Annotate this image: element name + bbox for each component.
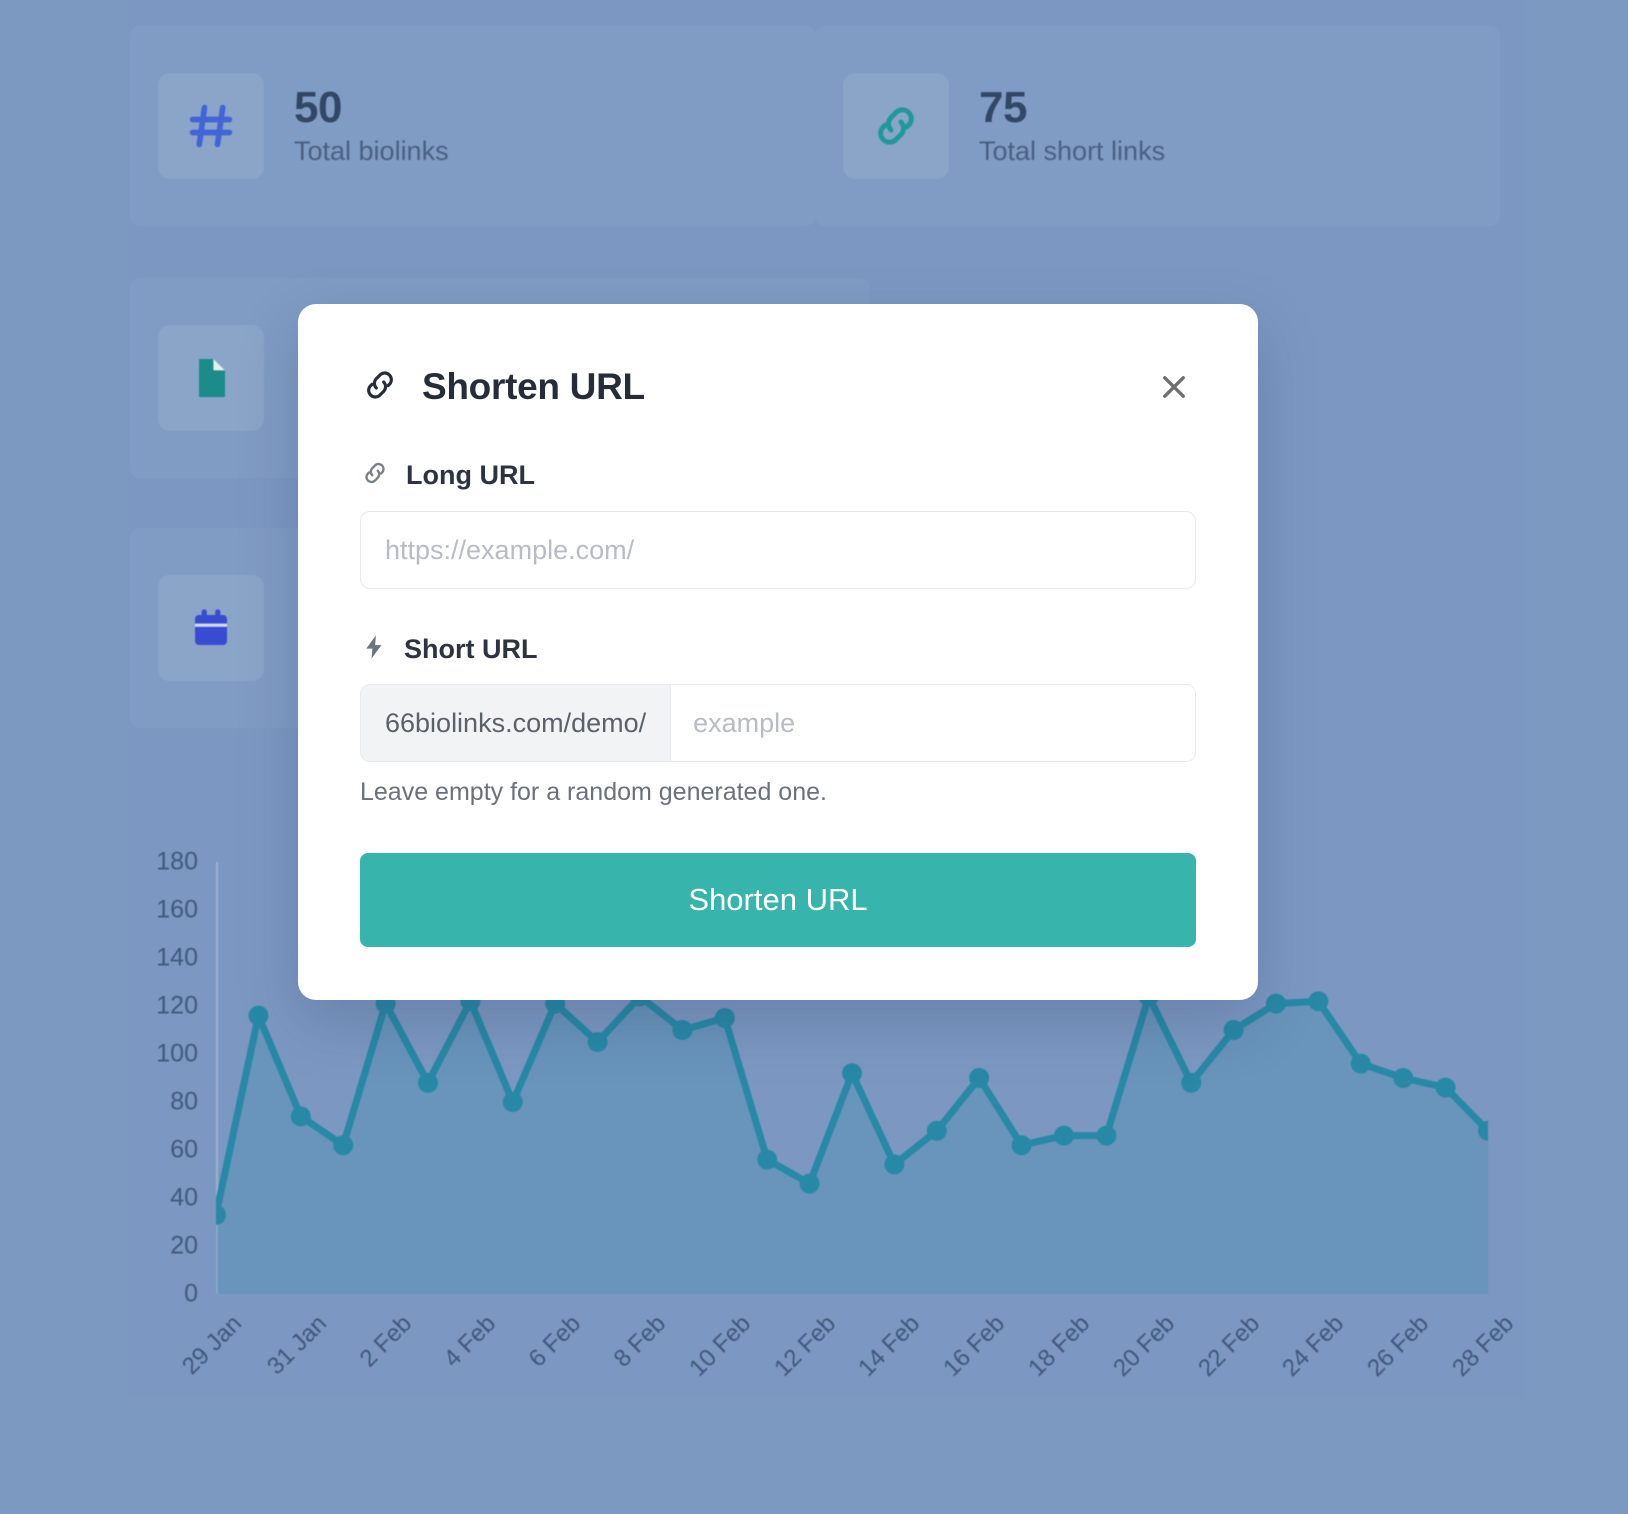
chart-data-point[interactable] bbox=[757, 1149, 778, 1170]
hash-icon-box bbox=[158, 73, 264, 179]
stat-card-short-links[interactable]: 75 Total short links bbox=[815, 26, 1500, 226]
shorten-url-modal: Shorten URL Long URL bbox=[298, 304, 1258, 1000]
chart-y-axis-labels: 180 160 140 120 100 80 60 40 20 0 bbox=[130, 848, 198, 1308]
stat-value: 50 bbox=[294, 82, 342, 132]
chart-y-tick-label: 20 bbox=[170, 1231, 198, 1260]
chart-data-point[interactable] bbox=[418, 1072, 438, 1093]
chart-y-tick-label: 60 bbox=[170, 1135, 198, 1164]
stat-label: Total biolinks bbox=[294, 136, 449, 167]
chart-y-tick-label: 180 bbox=[156, 847, 198, 876]
link-icon bbox=[360, 365, 400, 410]
chart-data-point[interactable] bbox=[1054, 1125, 1074, 1146]
chart-data-point[interactable] bbox=[1181, 1072, 1202, 1093]
chart-area-fill bbox=[216, 996, 1488, 1294]
stat-label: Total short links bbox=[979, 136, 1166, 167]
long-url-label: Long URL bbox=[406, 460, 535, 490]
long-url-label-row: Long URL bbox=[360, 458, 1196, 493]
chart-data-point[interactable] bbox=[672, 1020, 693, 1040]
chart-data-point[interactable] bbox=[1266, 993, 1286, 1014]
chart-y-tick-label: 140 bbox=[156, 943, 198, 972]
chart-data-point[interactable] bbox=[714, 1008, 735, 1028]
stat-text-biolinks: 50 Total biolinks bbox=[294, 83, 449, 169]
chart-data-point[interactable] bbox=[1350, 1053, 1371, 1074]
chart-data-point[interactable] bbox=[926, 1120, 947, 1141]
chart-y-tick-label: 40 bbox=[170, 1183, 198, 1212]
calendar-icon-box bbox=[158, 575, 264, 681]
modal-title-group: Shorten URL bbox=[360, 365, 645, 410]
chart-data-point[interactable] bbox=[1096, 1125, 1117, 1146]
shorten-url-submit-button[interactable]: Shorten URL bbox=[360, 853, 1196, 947]
chart-y-axis-line bbox=[216, 862, 218, 1294]
chart-data-point[interactable] bbox=[333, 1135, 354, 1156]
stat-value: 75 bbox=[979, 82, 1027, 132]
chart-data-point[interactable] bbox=[969, 1068, 990, 1088]
hash-icon bbox=[185, 100, 237, 152]
document-icon bbox=[187, 354, 235, 402]
chart-data-point[interactable] bbox=[1223, 1020, 1244, 1040]
stats-row: 50 Total biolinks 75 Total short links bbox=[130, 26, 1500, 226]
chart-data-point[interactable] bbox=[502, 1092, 523, 1112]
short-url-helper-text: Leave empty for a random generated one. bbox=[360, 778, 827, 806]
page-title: Shorten URL bbox=[422, 366, 645, 407]
calendar-icon bbox=[187, 604, 235, 652]
long-url-input[interactable] bbox=[360, 511, 1196, 589]
close-icon[interactable] bbox=[1152, 365, 1196, 409]
document-icon-box bbox=[158, 325, 264, 431]
short-url-label: Short URL bbox=[404, 634, 538, 664]
chart-data-point[interactable] bbox=[1393, 1068, 1414, 1088]
short-url-slug-input[interactable] bbox=[671, 685, 1195, 761]
stat-card-biolinks[interactable]: 50 Total biolinks bbox=[130, 26, 815, 226]
short-url-label-row: Short URL bbox=[360, 633, 1196, 666]
chart-y-tick-label: 100 bbox=[156, 1039, 198, 1068]
chart-y-tick-label: 0 bbox=[184, 1279, 198, 1308]
chart-data-point[interactable] bbox=[1435, 1077, 1456, 1098]
chart-data-point[interactable] bbox=[842, 1063, 862, 1084]
chart-data-point[interactable] bbox=[1011, 1135, 1032, 1156]
link-icon bbox=[360, 458, 390, 493]
stat-text-short-links: 75 Total short links bbox=[979, 83, 1165, 169]
chart-data-point[interactable] bbox=[1308, 991, 1329, 1012]
chart-y-tick-label: 160 bbox=[156, 895, 198, 924]
modal-header: Shorten URL bbox=[360, 360, 1196, 414]
chart-data-point[interactable] bbox=[799, 1173, 820, 1194]
link-icon bbox=[869, 99, 923, 153]
link-icon-box bbox=[843, 73, 949, 179]
bolt-icon bbox=[360, 633, 388, 666]
short-url-input-group: 66biolinks.com/demo/ bbox=[360, 684, 1196, 762]
chart-y-tick-label: 120 bbox=[156, 991, 198, 1020]
chart-data-point[interactable] bbox=[884, 1154, 905, 1175]
chart-data-point[interactable] bbox=[587, 1032, 608, 1052]
short-url-domain-prefix: 66biolinks.com/demo/ bbox=[361, 685, 672, 761]
chart-y-tick-label: 80 bbox=[170, 1087, 198, 1116]
chart-data-point[interactable] bbox=[290, 1106, 311, 1127]
chart-data-point[interactable] bbox=[248, 1005, 269, 1026]
